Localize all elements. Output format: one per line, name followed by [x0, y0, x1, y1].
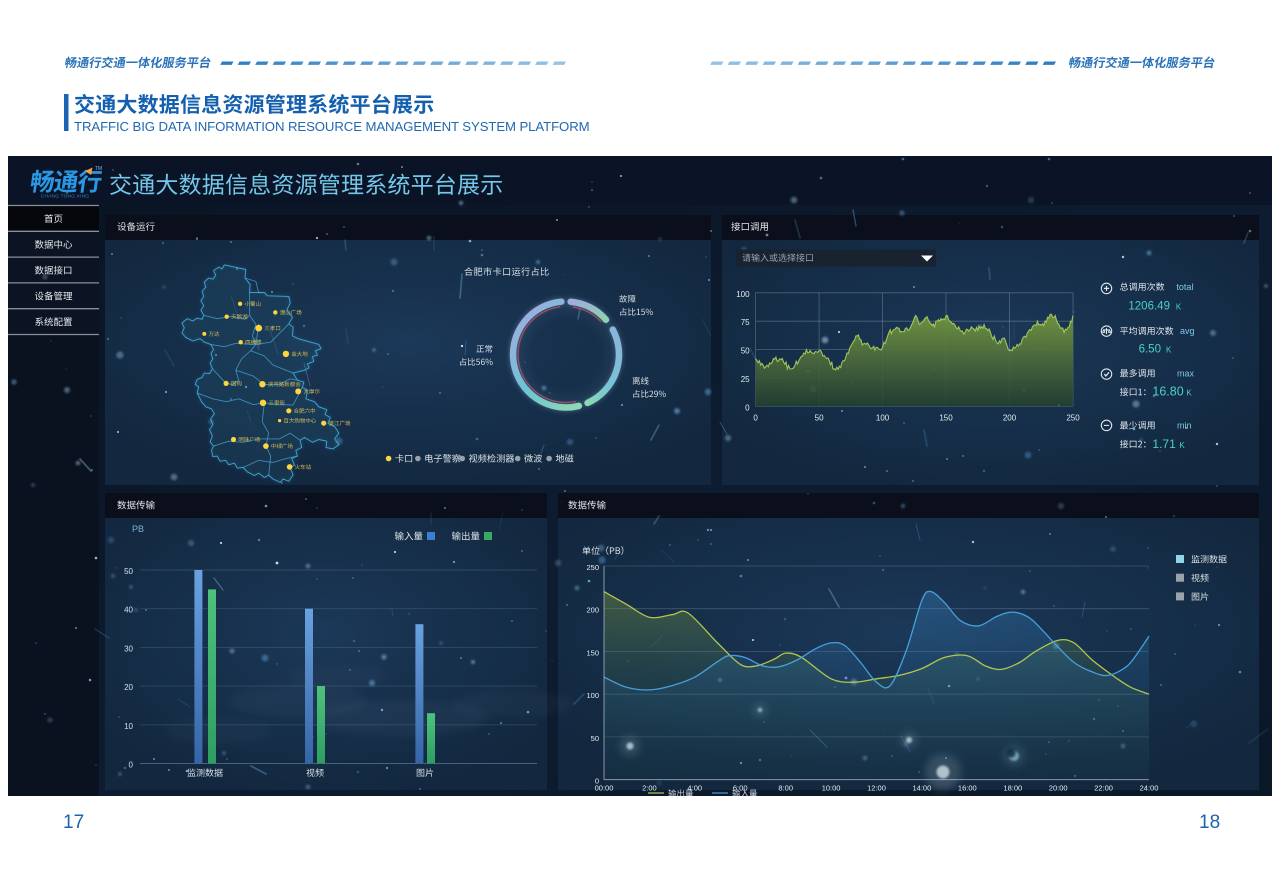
svg-text:20:00: 20:00 [1049, 784, 1068, 793]
svg-text:PB: PB [132, 524, 144, 534]
svg-text:30: 30 [124, 644, 133, 653]
svg-text:2:00: 2:00 [642, 784, 657, 793]
svg-text:100: 100 [736, 290, 750, 299]
svg-text:16:00: 16:00 [958, 784, 977, 793]
svg-text:avg: avg [1180, 326, 1195, 336]
svg-text:250: 250 [1066, 413, 1080, 422]
svg-text:10:00: 10:00 [822, 784, 841, 793]
svg-text:150: 150 [939, 413, 953, 422]
svg-text:4:00: 4:00 [687, 784, 702, 793]
svg-text:50: 50 [741, 347, 750, 356]
svg-text:100: 100 [586, 691, 599, 700]
svg-text:K: K [1179, 441, 1185, 450]
svg-text:100: 100 [876, 413, 890, 422]
svg-text:0: 0 [129, 761, 134, 770]
svg-text:250: 250 [586, 563, 599, 572]
svg-text:total: total [1176, 282, 1193, 292]
svg-text:150: 150 [586, 648, 599, 657]
svg-text:K: K [1166, 346, 1172, 355]
svg-text:0: 0 [753, 413, 758, 422]
svg-text:50: 50 [124, 567, 133, 576]
svg-text:22:00: 22:00 [1094, 784, 1113, 793]
svg-text:6.50: 6.50 [1139, 344, 1161, 356]
svg-text:50: 50 [591, 734, 599, 743]
svg-text:24:00: 24:00 [1140, 784, 1159, 793]
svg-text:8:00: 8:00 [778, 784, 793, 793]
svg-text:K: K [1176, 303, 1182, 312]
svg-text:10: 10 [124, 722, 133, 731]
svg-text:75: 75 [741, 318, 750, 327]
svg-text:CHANG TONG XING: CHANG TONG XING [41, 194, 89, 200]
svg-text:00:00: 00:00 [595, 784, 614, 793]
svg-text:TM: TM [95, 166, 102, 172]
svg-text:1206.49: 1206.49 [1128, 301, 1170, 313]
svg-text:200: 200 [586, 606, 599, 615]
svg-text:25: 25 [741, 375, 750, 384]
svg-text:12:00: 12:00 [867, 784, 886, 793]
svg-text:6:00: 6:00 [733, 784, 748, 793]
svg-text:1.71: 1.71 [1152, 437, 1176, 451]
svg-text:14:00: 14:00 [913, 784, 932, 793]
svg-text:20: 20 [124, 683, 133, 692]
svg-text:18:00: 18:00 [1003, 784, 1022, 793]
svg-text:16.80: 16.80 [1152, 384, 1183, 398]
svg-text:K: K [1186, 388, 1192, 397]
svg-text:TRAFFIC BIG DATA INFORMATION R: TRAFFIC BIG DATA INFORMATION RESOURCE MA… [74, 119, 590, 134]
svg-text:0: 0 [595, 777, 599, 786]
svg-text:40: 40 [124, 606, 133, 615]
svg-text:min: min [1177, 421, 1192, 431]
svg-text:max: max [1177, 369, 1195, 379]
svg-text:200: 200 [1003, 413, 1017, 422]
svg-text:50: 50 [815, 413, 824, 422]
svg-text:0: 0 [745, 403, 750, 412]
